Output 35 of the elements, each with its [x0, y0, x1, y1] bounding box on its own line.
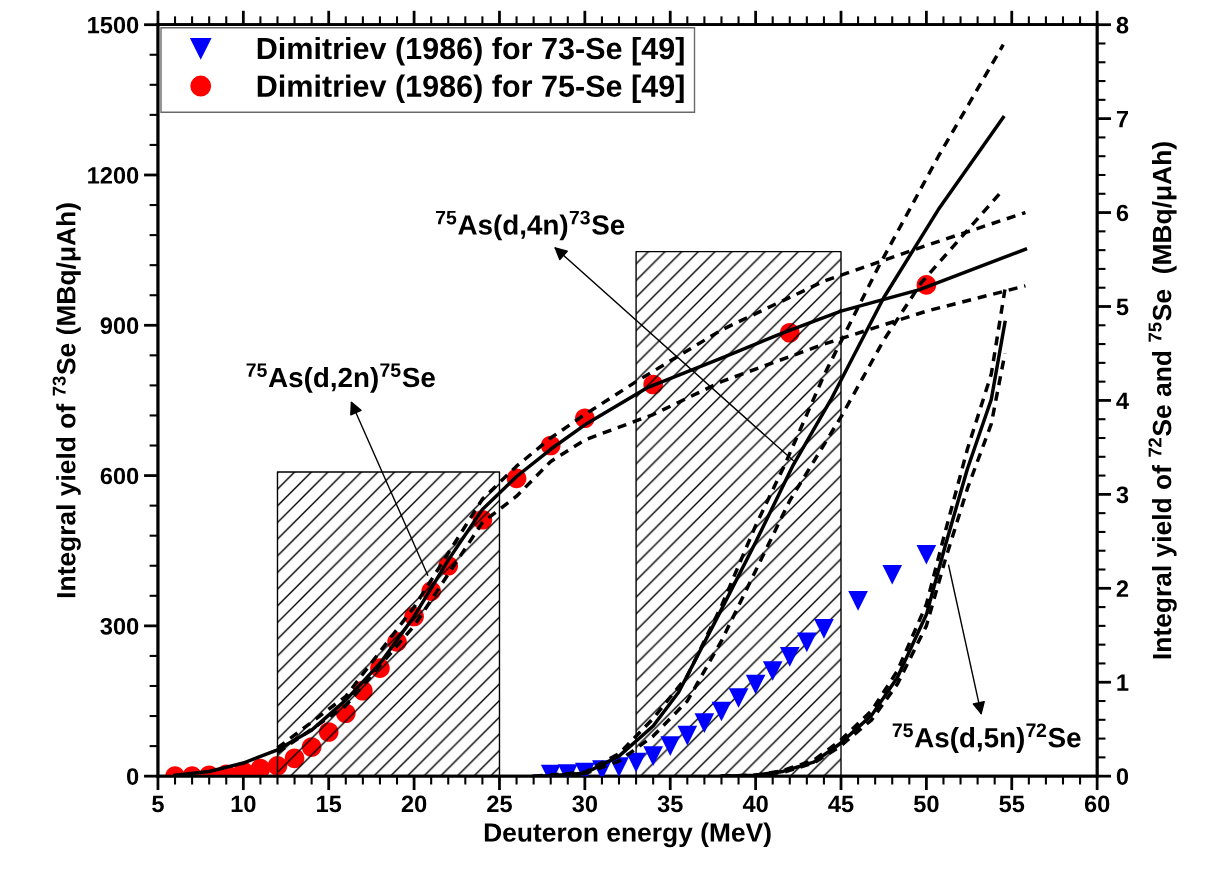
y2-tick-label: 2 — [1116, 580, 1129, 597]
x-tick-label: 55 — [999, 795, 1025, 813]
annotation: $^{75}$As(d,4n)$^{73}$Se — [436, 210, 625, 241]
legend-label: Dimitriev (1986) for 73-Se [49] — [257, 36, 684, 66]
y-tick-label: 300 — [100, 617, 139, 635]
x-tick-label: 15 — [317, 795, 342, 813]
y2-tick-label: 8 — [1116, 16, 1129, 34]
y2-tick-label: 7 — [1116, 110, 1128, 128]
legend-label: Dimitriev (1986) for 75-Se [49] — [257, 74, 684, 104]
y2-tick-label: 1 — [1117, 674, 1129, 691]
x-tick-label: 50 — [913, 795, 939, 813]
annotation: $^{75}$As(d,5n)$^{72}$Se — [892, 723, 1081, 753]
y2-tick-label: 3 — [1116, 486, 1129, 504]
y2-tick-label: 4 — [1116, 392, 1129, 409]
x-tick-label: 5 — [152, 795, 164, 813]
x-tick-label: 35 — [657, 795, 683, 813]
y2-tick-label: 5 — [1116, 298, 1129, 316]
x-tick-label: 20 — [401, 795, 427, 813]
y-axis-title: Integral yield of $^{73}$Se (MBq/μAh) — [52, 203, 81, 598]
y-tick-label: 1500 — [88, 16, 139, 34]
y-tick-label: 600 — [100, 467, 139, 485]
x-tick-label: 30 — [572, 795, 598, 813]
x-tick-label: 25 — [487, 795, 512, 813]
x-tick-label: 10 — [231, 795, 256, 813]
y2-tick-label: 0 — [1116, 768, 1129, 785]
x-tick-label: 45 — [828, 795, 854, 813]
x-tick-label: 40 — [742, 795, 768, 813]
x-axis-title: Deuteron energy (MeV) — [484, 822, 771, 848]
y-tick-label: 0 — [127, 768, 139, 785]
annotation: $^{75}$As(d,2n)$^{75}$Se — [246, 363, 435, 393]
y-tick-label: 900 — [100, 317, 139, 335]
x-tick-label: 60 — [1084, 795, 1110, 813]
y2-axis-title: Integral yield of $^{72}$Se and $^{75}$Se (MBq/μAh) — [1148, 142, 1177, 659]
y-tick-label: 1200 — [88, 167, 139, 184]
y2-tick-label: 6 — [1116, 204, 1129, 222]
